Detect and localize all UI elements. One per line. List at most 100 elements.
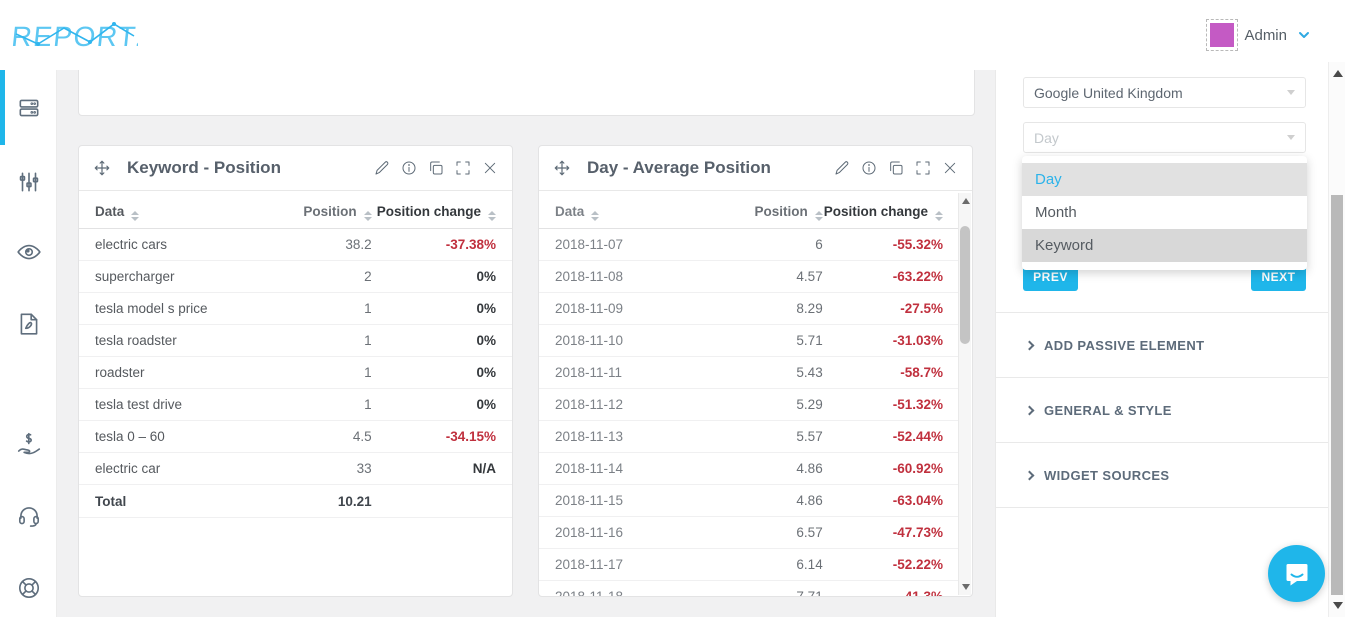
page-scrollbar[interactable] <box>1328 62 1345 617</box>
duplicate-icon[interactable] <box>888 160 904 176</box>
fullscreen-icon[interactable] <box>455 160 471 176</box>
group-by-select[interactable]: Day <box>1023 122 1306 153</box>
sort-icon[interactable] <box>814 211 823 221</box>
table-cell: -27.5% <box>900 301 943 316</box>
table-row: 2018-11-09 8.29 -27.5% <box>539 293 959 325</box>
scrollbar-thumb[interactable] <box>1331 195 1343 595</box>
sort-icon[interactable] <box>363 211 372 221</box>
chevron-down-icon <box>1287 90 1295 95</box>
table-header-row: Data Position Position change <box>79 197 512 229</box>
table-cell: -63.04% <box>892 493 943 508</box>
section-widget-sources[interactable]: WIDGET SOURCES <box>996 442 1328 507</box>
lifebuoy-icon <box>18 577 39 599</box>
info-icon[interactable] <box>861 160 877 176</box>
edit-icon[interactable] <box>374 160 390 176</box>
table-cell: -52.22% <box>892 557 943 572</box>
table-cell: 4.57 <box>796 269 823 284</box>
table-row: 2018-11-13 5.57 -52.44% <box>539 421 959 453</box>
eye-icon <box>16 244 41 260</box>
table-row: roadster 1 0% <box>79 357 512 389</box>
settings-accordion: ADD PASSIVE ELEMENT GENERAL & STYLE WIDG… <box>996 312 1328 508</box>
scroll-down-icon[interactable] <box>962 584 970 590</box>
table-body: 2018-11-07 6 -55.32% 2018-11-08 4.57 -63.22% 2… <box>539 229 959 596</box>
headset-icon <box>18 507 39 527</box>
dropdown-option-month[interactable]: Month <box>1022 196 1307 229</box>
scroll-down-icon[interactable] <box>1333 602 1343 609</box>
table-cell: -55.32% <box>892 237 943 252</box>
move-icon[interactable] <box>553 159 571 177</box>
dropdown-option-keyword[interactable]: Keyword <box>1022 229 1307 262</box>
info-icon[interactable] <box>401 160 417 176</box>
pdf-icon <box>20 313 37 335</box>
sidebar-item-settings[interactable] <box>0 160 57 204</box>
table-cell: 2018-11-16 <box>555 525 624 540</box>
table-cell: 6.57 <box>796 525 823 540</box>
fullscreen-icon[interactable] <box>915 160 931 176</box>
table-cell: 4.86 <box>796 461 823 476</box>
table-cell: 0% <box>476 397 496 412</box>
sort-icon[interactable] <box>131 211 140 221</box>
sort-icon[interactable] <box>591 211 600 221</box>
chevron-down-icon <box>1287 135 1295 140</box>
sidebar-item-export-pdf[interactable] <box>0 302 57 346</box>
table-row: tesla roadster 1 0% <box>79 325 512 357</box>
table-cell: 4.5 <box>352 429 372 444</box>
table-cell: 1 <box>364 333 372 348</box>
sidebar-item-billing[interactable] <box>0 422 57 466</box>
table-row: tesla model s price 1 0% <box>79 293 512 325</box>
sliders-icon <box>19 172 38 192</box>
sidebar-item-help[interactable] <box>0 566 57 610</box>
scroll-up-icon[interactable] <box>1333 70 1343 77</box>
sort-icon[interactable] <box>935 211 943 221</box>
source-select[interactable]: Google United Kingdom <box>1023 77 1306 108</box>
table-row: tesla test drive 1 0% <box>79 389 512 421</box>
table-cell: 8.29 <box>796 301 823 316</box>
section-add-passive-element[interactable]: ADD PASSIVE ELEMENT <box>996 312 1328 377</box>
sort-icon[interactable] <box>488 211 496 221</box>
table-row: 2018-11-08 4.57 -63.22% <box>539 261 959 293</box>
close-icon[interactable] <box>942 160 958 176</box>
avatar <box>1206 19 1239 51</box>
table-cell: -34.15% <box>445 429 496 444</box>
table-cell: 0% <box>476 269 496 284</box>
table-cell: 1 <box>364 301 372 316</box>
chat-launcher-button[interactable] <box>1268 545 1325 602</box>
table-cell: 2018-11-08 <box>555 269 624 284</box>
table-cell: 2018-11-13 <box>555 429 624 444</box>
total-value: 10.21 <box>337 493 372 509</box>
table-cell: roadster <box>95 365 145 380</box>
table-cell: 2018-11-09 <box>555 301 624 316</box>
table-scrollbar[interactable] <box>958 193 971 595</box>
column-header-data: Data <box>555 204 733 221</box>
reportz-logo[interactable]: REPORTZ <box>12 14 138 56</box>
user-menu[interactable]: Admin <box>1206 19 1311 51</box>
table-cell: 33 <box>356 461 372 476</box>
move-icon[interactable] <box>93 159 111 177</box>
table-cell: 6.14 <box>796 557 823 572</box>
duplicate-icon[interactable] <box>428 160 444 176</box>
table-cell: -31.03% <box>892 333 943 348</box>
widget-title: Keyword - Position <box>127 158 281 177</box>
table-cell: tesla 0 – 60 <box>95 429 165 444</box>
table-row: supercharger 2 0% <box>79 261 512 293</box>
scroll-up-icon[interactable] <box>962 198 970 204</box>
column-header-position-change: Position change <box>372 204 496 221</box>
table-row: 2018-11-10 5.71 -31.03% <box>539 325 959 357</box>
table-cell: 1 <box>364 397 372 412</box>
edit-icon[interactable] <box>834 160 850 176</box>
table-cell: 0% <box>476 365 496 380</box>
dropdown-option-day[interactable]: Day <box>1022 163 1307 196</box>
table-cell: tesla roadster <box>95 333 177 348</box>
chevron-right-icon <box>1024 340 1035 350</box>
close-icon[interactable] <box>482 160 498 176</box>
sidebar-item-preview[interactable] <box>0 230 57 274</box>
sidebar-item-widgets[interactable] <box>0 86 57 130</box>
total-row: Total 10.21 <box>79 485 512 518</box>
sidebar-item-support[interactable] <box>0 494 57 538</box>
group-select-placeholder: Day <box>1034 129 1059 146</box>
scrollbar-thumb[interactable] <box>960 226 970 344</box>
section-general-style[interactable]: GENERAL & STYLE <box>996 377 1328 442</box>
widget-settings-panel: Google United Kingdom Day Day Month Keyw… <box>995 70 1328 617</box>
table-cell: -52.44% <box>892 429 943 444</box>
table-row: electric car 33 N/A <box>79 453 512 485</box>
